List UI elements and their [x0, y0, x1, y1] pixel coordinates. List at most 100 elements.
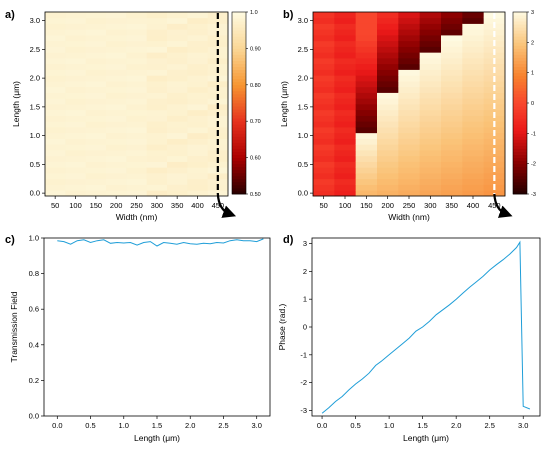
a-colorbar-band: [232, 133, 246, 137]
b-heatmap-cell: [462, 167, 485, 174]
a-colorbar-band: [232, 115, 246, 119]
a-heatmap-cell: [45, 109, 66, 116]
a-heatmap-cell: [187, 109, 209, 116]
b-heatmap-cell: [462, 173, 485, 180]
panel-d: 0.0 0.5 1.0 1.5 2.0 2.5 3.0 -3 -2 -1 0 1 2 3 Length (μ…: [277, 234, 541, 443]
panel-c: 0.0 0.5 1.0 1.5 2.0 2.5 3.0 0.0 0.2 0.4 0.6 0.8 1.0 L…: [5, 234, 271, 443]
c-y-tick-label: 1.0: [29, 234, 39, 243]
a-heatmap-cell: [167, 23, 188, 30]
b-heatmap-cell: [377, 40, 399, 47]
b-heatmap-cell: [377, 63, 399, 70]
a-colorbar-band: [232, 166, 246, 171]
b-heatmap-cell: [462, 58, 485, 65]
a-heatmap-cell: [45, 98, 66, 105]
a-colorbar-band: [232, 84, 246, 89]
b-heatmap-cell: [377, 155, 399, 162]
a-heatmap-cell: [187, 190, 209, 197]
b-heatmap-cell: [483, 35, 506, 42]
b-heatmap-cell: [355, 173, 378, 180]
a-heatmap-cell: [65, 127, 87, 134]
c-y-axis-label: Transmission Field: [9, 291, 19, 362]
b-heatmap-cell: [398, 167, 421, 174]
b-heatmap-cell: [334, 173, 357, 180]
a-heatmap-cell: [106, 12, 127, 19]
a-heatmap-cell: [85, 190, 107, 197]
a-heatmap-cell: [106, 17, 127, 24]
b-heatmap-cell: [355, 75, 378, 82]
a-heatmap-cell: [126, 35, 148, 42]
b-heatmap-cell: [313, 92, 335, 99]
a-heatmap-cell: [146, 138, 168, 145]
a-heatmap-cell: [85, 92, 107, 99]
b-heatmap-cell: [483, 17, 506, 24]
a-colorbar-band: [232, 18, 246, 22]
b-colorbar-band: [513, 124, 527, 128]
b-colorbar-band: [513, 33, 527, 37]
a-heatmap-cell: [85, 167, 107, 174]
a-heatmap-cell: [45, 121, 66, 128]
a-x-tick-label: 250: [130, 201, 143, 210]
b-heatmap-cell: [441, 190, 463, 197]
a-heatmap-cell: [146, 29, 168, 36]
b-colorbar-band: [513, 93, 527, 98]
a-heatmap-cell: [85, 75, 107, 82]
d-x-tick-label: 1.0: [384, 421, 394, 430]
b-colorbar-band: [513, 109, 527, 113]
a-heatmap-cell: [167, 98, 188, 105]
b-x-tick-label: 100: [339, 201, 352, 210]
b-heatmap-cell: [355, 52, 378, 59]
a-heatmap-cell: [126, 150, 148, 157]
b-x-tick-label: 250: [403, 201, 416, 210]
a-heatmap-cell: [187, 98, 209, 105]
a-colorbar-band: [232, 24, 246, 28]
a-heatmap-cell: [126, 127, 148, 134]
b-heatmap-cell: [419, 12, 442, 19]
b-heatmap-cell: [419, 58, 442, 65]
b-heatmap-cell: [334, 104, 357, 111]
a-heatmap-cell: [146, 46, 168, 53]
d-x-tick-label: 2.5: [484, 421, 494, 430]
b-heatmap-cell: [462, 144, 485, 151]
a-heatmap-cell: [167, 178, 188, 185]
b-colorbar-band: [513, 127, 527, 131]
b-heatmap-cell: [462, 155, 485, 162]
b-heatmap-cell: [377, 23, 399, 30]
b-heatmap-cell: [419, 29, 442, 36]
a-heatmap-cell: [106, 63, 127, 70]
a-y-tick-label: 2.5: [30, 45, 40, 54]
d-series-line: [321, 240, 531, 414]
b-colorbar-tick-label: -2: [531, 162, 536, 168]
a-heatmap-cell: [106, 46, 127, 53]
a-heatmap-cell: [187, 138, 209, 145]
a-heatmap-cell: [85, 184, 107, 191]
b-heatmap-cell: [419, 184, 442, 191]
b-heatmap-cell: [441, 184, 463, 191]
b-heatmap-cell: [441, 127, 463, 134]
b-colorbar-band: [513, 18, 527, 22]
b-heatmap-cell: [377, 58, 399, 65]
c-x-tick-label: 0.5: [85, 421, 95, 430]
b-heatmap-cell: [355, 63, 378, 70]
a-y-tick-label: 0.5: [30, 160, 40, 169]
a-heatmap-cell: [146, 86, 168, 93]
a-colorbar-tick-label: 0.70: [250, 119, 261, 125]
b-heatmap-cell: [313, 52, 335, 59]
b-heatmap-cell: [441, 167, 463, 174]
a-heatmap-cell: [146, 35, 168, 42]
a-heatmap-cell: [85, 52, 107, 59]
b-heatmap-cell: [355, 92, 378, 99]
a-heatmap-cell: [126, 178, 148, 185]
b-heatmap-cell: [355, 35, 378, 42]
a-colorbar-band: [232, 139, 246, 143]
b-heatmap-cell: [419, 69, 442, 76]
a-heatmap-cell: [106, 104, 127, 111]
b-heatmap-cell: [462, 161, 485, 168]
b-heatmap-cell: [419, 40, 442, 47]
a-colorbar-band: [232, 106, 246, 110]
a-colorbar-band: [232, 187, 246, 192]
a-colorbar-band: [232, 78, 246, 83]
b-colorbar-band: [513, 163, 527, 168]
b-heatmap-cell: [313, 69, 335, 76]
a-heatmap-cell: [45, 52, 66, 59]
b-colorbar-band: [513, 78, 527, 83]
